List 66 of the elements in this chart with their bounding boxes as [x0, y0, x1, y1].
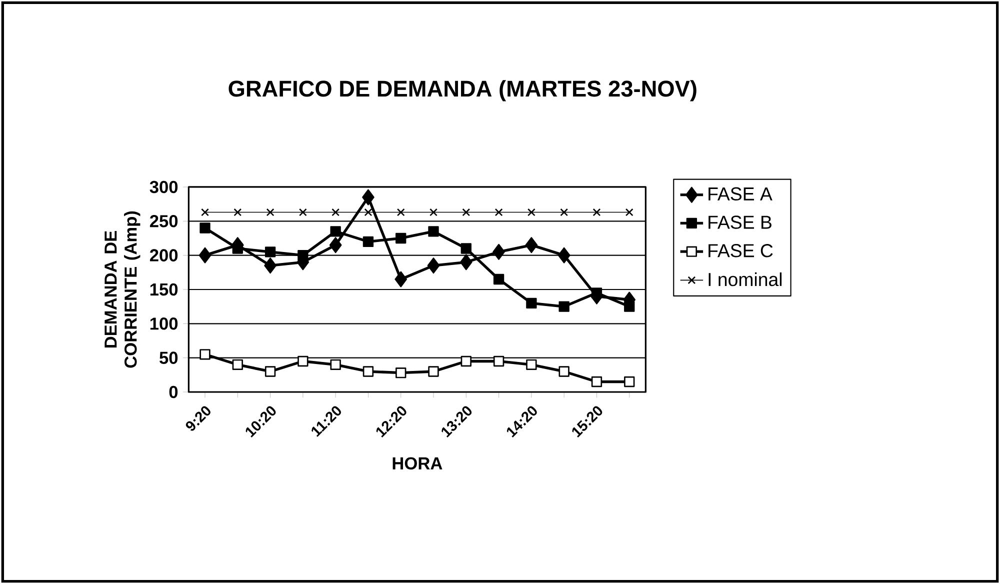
point	[428, 226, 439, 237]
point	[200, 349, 210, 360]
point	[625, 208, 634, 216]
y-tick-label: 300	[150, 180, 178, 194]
point	[396, 232, 406, 244]
point	[525, 237, 538, 254]
point	[396, 208, 405, 216]
y-tick-label: 250	[150, 215, 178, 228]
legend-label: FASE A	[708, 187, 772, 201]
point	[329, 237, 342, 254]
y-tick-label: 50	[160, 352, 178, 364]
point	[362, 236, 374, 247]
point	[298, 250, 308, 261]
point	[592, 208, 601, 216]
point	[234, 208, 242, 216]
point	[558, 301, 570, 312]
point	[427, 258, 440, 274]
point	[460, 243, 472, 254]
point	[198, 247, 212, 264]
point	[460, 356, 472, 367]
point	[493, 274, 504, 285]
legend-label: I nominal	[708, 272, 782, 286]
point	[493, 356, 504, 367]
point	[201, 208, 209, 216]
point	[298, 356, 308, 367]
point	[591, 288, 602, 298]
x-axis-title: HORA	[392, 457, 442, 470]
y-tick-label: 0	[169, 386, 178, 398]
y-tick-label: 200	[150, 249, 178, 262]
point	[624, 376, 635, 388]
point	[558, 247, 570, 264]
point	[624, 301, 635, 312]
point	[527, 208, 536, 216]
y-axis-title: DEMANDA DE CORRIENTE (Amp)	[104, 211, 140, 368]
legend-label: FASE C	[708, 244, 773, 258]
y-tick-label: 150	[150, 283, 178, 296]
point	[460, 254, 472, 270]
y-tick-label: 100	[150, 318, 178, 330]
point	[428, 366, 439, 377]
point	[560, 208, 568, 216]
point	[494, 208, 503, 216]
point	[200, 222, 210, 234]
point	[264, 366, 276, 377]
point	[396, 368, 406, 378]
point	[364, 208, 372, 216]
chart-title: GRAFICO DE DEMANDA (MARTES 23-NOV)	[228, 80, 696, 102]
point	[330, 359, 341, 370]
point	[526, 298, 537, 308]
point	[462, 208, 470, 216]
point	[362, 189, 374, 206]
point	[558, 366, 570, 377]
point	[492, 244, 505, 260]
point	[264, 246, 276, 258]
point	[232, 359, 243, 370]
legend-label: FASE B	[708, 216, 772, 229]
point	[232, 243, 243, 254]
point	[430, 208, 438, 216]
point	[394, 271, 408, 288]
point	[526, 359, 537, 370]
point	[591, 376, 602, 388]
point	[332, 208, 340, 216]
point	[266, 208, 274, 216]
point	[298, 208, 307, 216]
point	[362, 366, 374, 377]
point	[330, 226, 341, 237]
point	[264, 258, 276, 274]
